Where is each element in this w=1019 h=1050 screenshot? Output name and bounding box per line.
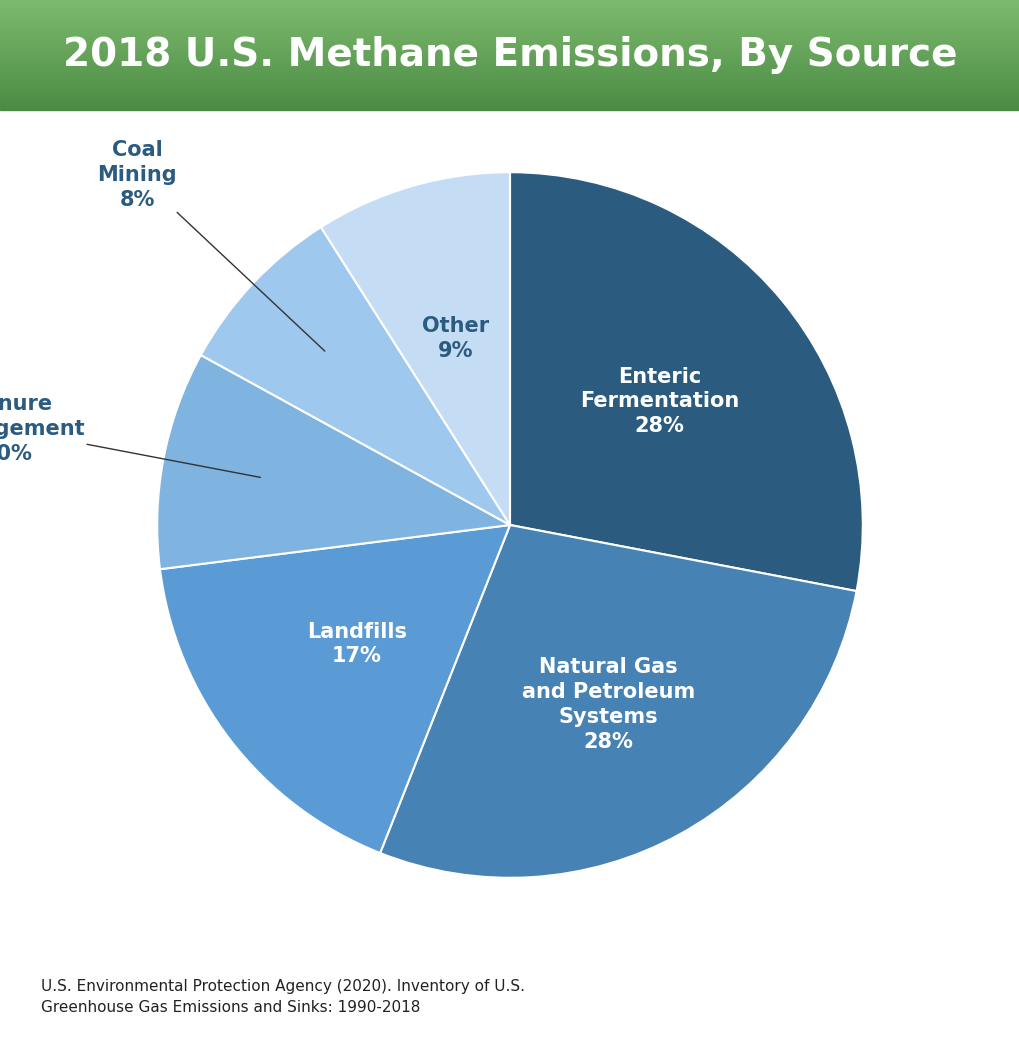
Wedge shape — [380, 525, 856, 878]
Text: Other
9%: Other 9% — [422, 316, 489, 361]
Wedge shape — [510, 172, 862, 591]
Text: 2018 U.S. Methane Emissions, By Source: 2018 U.S. Methane Emissions, By Source — [63, 36, 956, 75]
Wedge shape — [201, 227, 510, 525]
Text: Enteric
Fermentation
28%: Enteric Fermentation 28% — [580, 366, 739, 436]
Wedge shape — [160, 525, 510, 853]
Text: Manure
Management
10%: Manure Management 10% — [0, 395, 260, 478]
Text: U.S. Environmental Protection Agency (2020). Inventory of U.S.
Greenhouse Gas Em: U.S. Environmental Protection Agency (20… — [41, 979, 525, 1015]
Wedge shape — [157, 355, 509, 569]
Text: Landfills
17%: Landfills 17% — [307, 622, 407, 667]
Text: Coal
Mining
8%: Coal Mining 8% — [97, 140, 324, 351]
Wedge shape — [321, 172, 510, 525]
Text: Natural Gas
and Petroleum
Systems
28%: Natural Gas and Petroleum Systems 28% — [522, 657, 695, 752]
